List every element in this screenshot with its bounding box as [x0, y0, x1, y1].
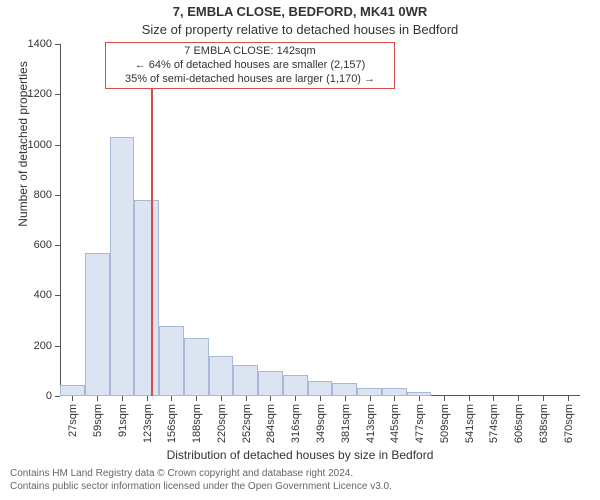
histogram-bar: [382, 388, 407, 396]
property-marker-line: [151, 44, 153, 396]
y-tick-label: 400: [34, 289, 60, 301]
x-tick-label: 574sqm: [486, 396, 500, 443]
plot-area: 020040060080010001200140027sqm59sqm91sqm…: [60, 44, 580, 396]
y-tick-label: 1400: [28, 38, 60, 50]
footer-attribution: Contains HM Land Registry data © Crown c…: [0, 468, 600, 493]
y-tick-label: 0: [46, 390, 60, 402]
x-tick-label: 316sqm: [288, 396, 302, 443]
x-tick-label: 156sqm: [164, 396, 178, 443]
x-tick-label: 59sqm: [90, 396, 104, 437]
x-tick-label: 477sqm: [412, 396, 426, 443]
footer-line: Contains public sector information licen…: [10, 481, 600, 494]
y-tick-label: 600: [34, 239, 60, 251]
y-tick-label: 200: [34, 340, 60, 352]
histogram-bar: [258, 371, 283, 396]
histogram-bar: [110, 137, 135, 396]
y-axis-line: [60, 44, 61, 396]
x-tick-label: 413sqm: [363, 396, 377, 443]
x-tick-label: 606sqm: [511, 396, 525, 443]
histogram-bar: [283, 375, 308, 396]
callout-line: ← 64% of detached houses are smaller (2,…: [112, 59, 388, 73]
callout-line: 7 EMBLA CLOSE: 142sqm: [112, 45, 388, 59]
callout-line: 35% of semi-detached houses are larger (…: [112, 73, 388, 87]
x-tick-label: 381sqm: [338, 396, 352, 443]
histogram-bar: [159, 326, 184, 396]
callout-box: 7 EMBLA CLOSE: 142sqm← 64% of detached h…: [105, 42, 395, 89]
chart-title-line1: 7, EMBLA CLOSE, BEDFORD, MK41 0WR: [0, 4, 600, 19]
x-tick-label: 220sqm: [214, 396, 228, 443]
y-tick-label: 1000: [28, 139, 60, 151]
x-tick-label: 123sqm: [140, 396, 154, 443]
histogram-bar: [60, 385, 85, 396]
x-tick-label: 541sqm: [462, 396, 476, 443]
histogram-bar: [332, 383, 357, 396]
x-tick-label: 445sqm: [387, 396, 401, 443]
histogram-bar: [233, 365, 258, 396]
x-tick-label: 27sqm: [65, 396, 79, 437]
histogram-bar: [134, 200, 159, 396]
histogram-bar: [357, 388, 382, 396]
x-tick-label: 349sqm: [313, 396, 327, 443]
x-tick-label: 670sqm: [561, 396, 575, 443]
histogram-bar: [184, 338, 209, 396]
footer-line: Contains HM Land Registry data © Crown c…: [10, 468, 600, 481]
x-tick-label: 284sqm: [263, 396, 277, 443]
chart-container: 7, EMBLA CLOSE, BEDFORD, MK41 0WR Size o…: [0, 0, 600, 500]
chart-title-line2: Size of property relative to detached ho…: [0, 22, 600, 37]
x-tick-label: 91sqm: [115, 396, 129, 437]
x-tick-label: 188sqm: [189, 396, 203, 443]
histogram-bar: [308, 381, 333, 396]
x-axis-label: Distribution of detached houses by size …: [0, 448, 600, 462]
x-tick-label: 509sqm: [437, 396, 451, 443]
x-tick-label: 252sqm: [239, 396, 253, 443]
y-tick-label: 1200: [28, 88, 60, 100]
x-tick-label: 638sqm: [536, 396, 550, 443]
histogram-bar: [85, 253, 110, 396]
y-tick-label: 800: [34, 189, 60, 201]
histogram-bar: [209, 356, 234, 396]
